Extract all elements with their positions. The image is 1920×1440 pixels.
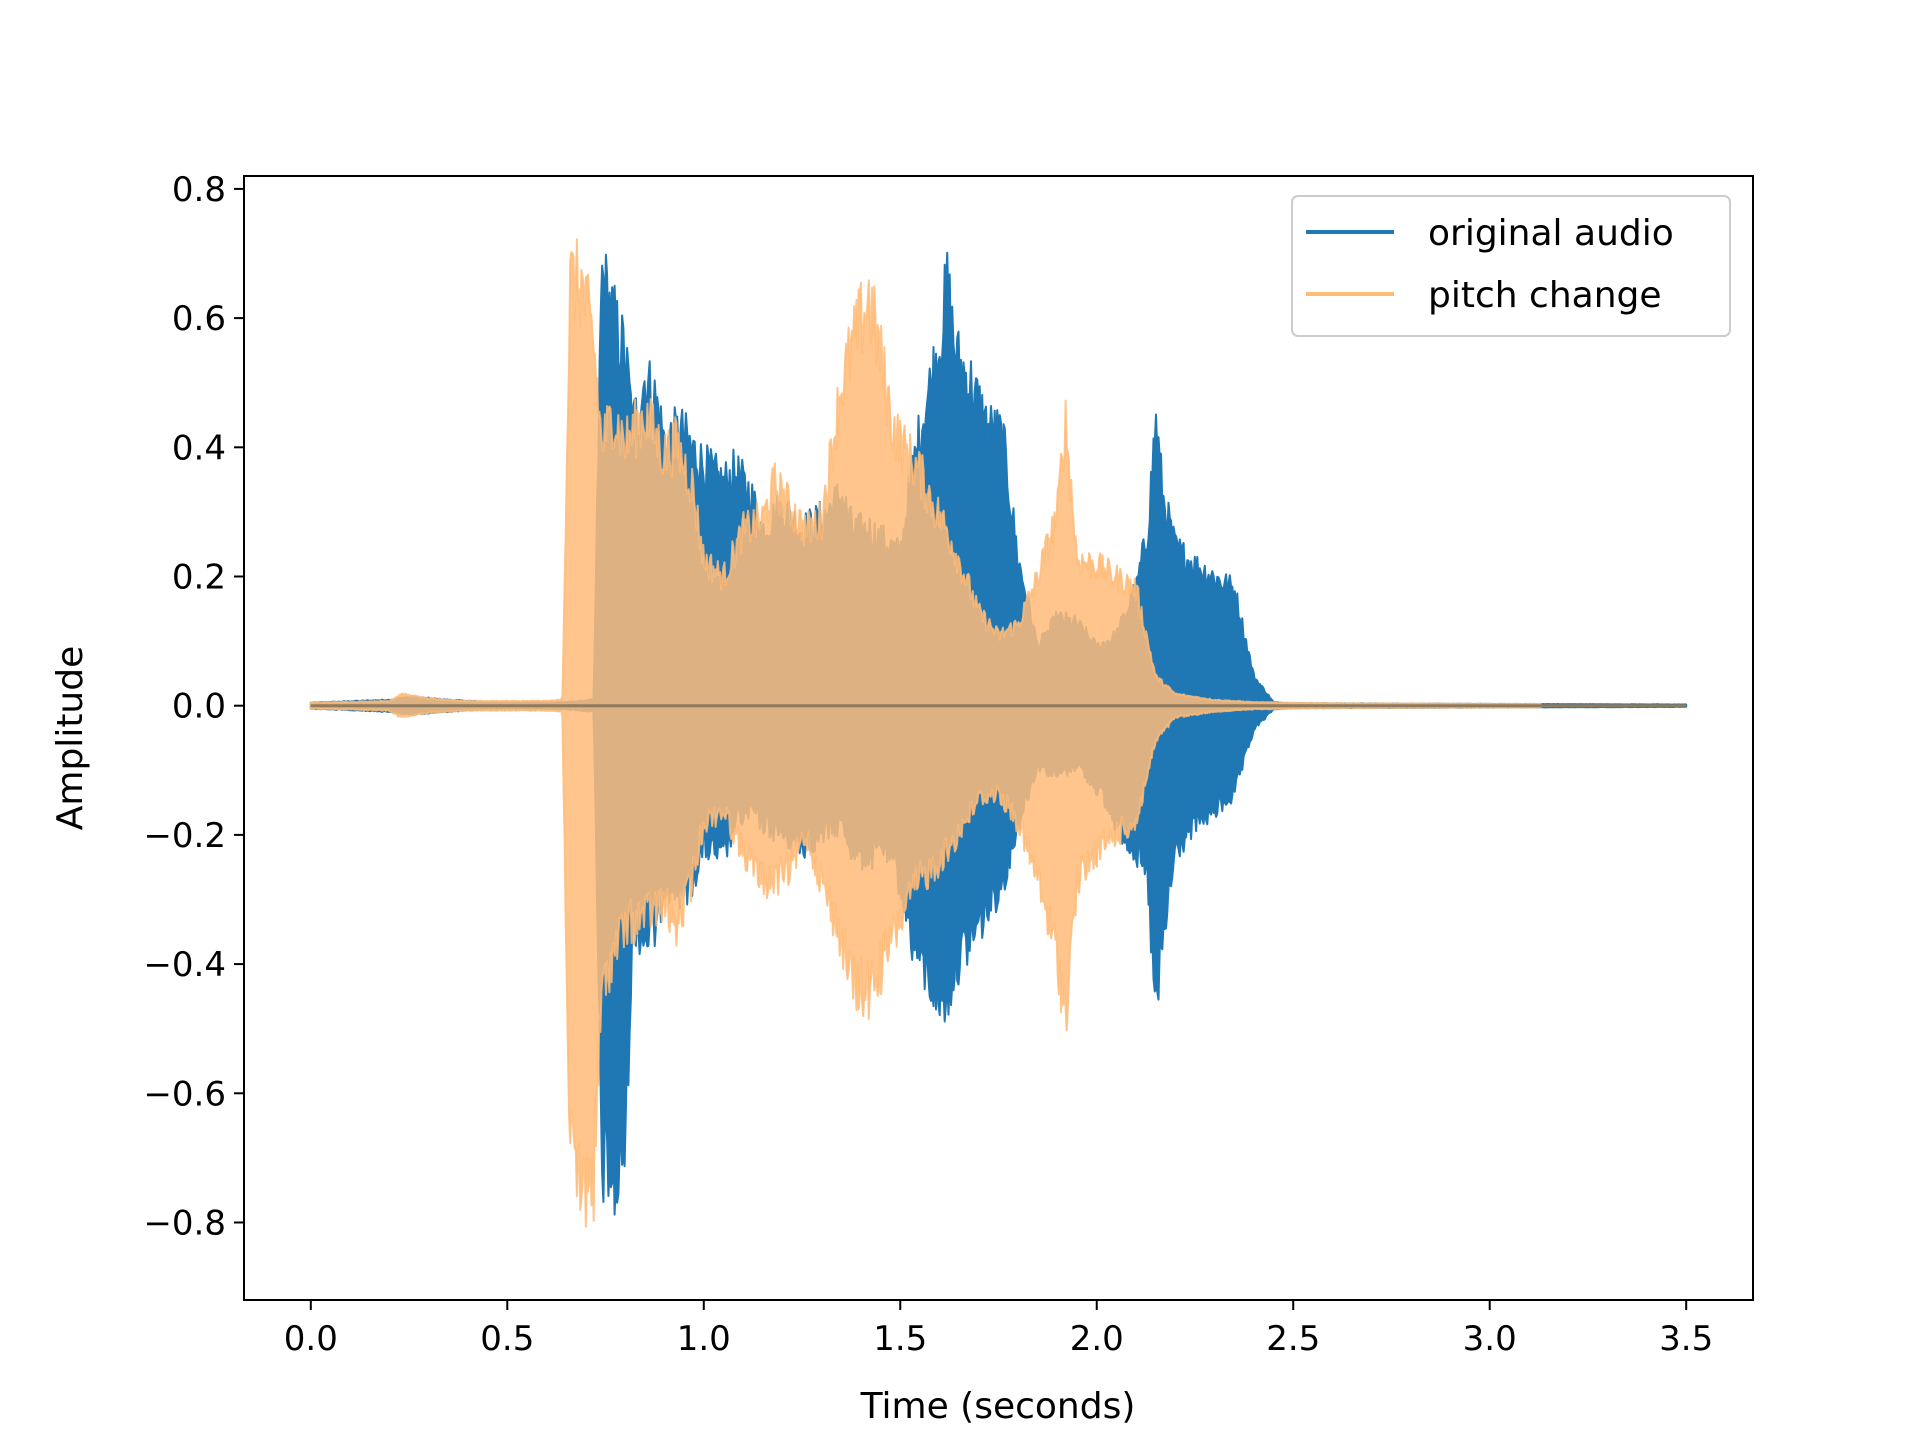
x-tick-label: 3.0	[1463, 1319, 1517, 1359]
x-tick-label: 0.0	[284, 1319, 338, 1359]
legend-label-original-audio: original audio	[1428, 213, 1674, 254]
x-tick-label: 0.5	[480, 1319, 534, 1359]
y-tick-label: −0.8	[143, 1203, 226, 1243]
plot-frame	[243, 175, 1754, 1301]
x-tick-label: 2.5	[1266, 1319, 1320, 1359]
x-tick-label: 2.0	[1070, 1319, 1124, 1359]
y-tick-label: −0.4	[143, 945, 226, 985]
x-tick-label: 1.0	[677, 1319, 731, 1359]
y-axis: 0.8 0.6 0.4 0.2 0.0 −0.2 −0.4 −0.6 −0.8	[143, 170, 244, 1243]
y-tick-label: −0.2	[143, 816, 226, 856]
y-tick-label: −0.6	[143, 1074, 226, 1114]
x-tick-label: 1.5	[873, 1319, 927, 1359]
y-tick-label: 0.6	[172, 299, 226, 339]
x-axis: 0.0 0.5 1.0 1.5 2.0 2.5 3.0 3.5	[284, 1300, 1713, 1359]
legend: original audio pitch change	[1291, 195, 1731, 337]
y-tick-label: 0.4	[172, 428, 226, 468]
series-layer	[309, 238, 1688, 1228]
x-axis-label: Time (seconds)	[860, 1386, 1136, 1427]
series-pitch-change	[309, 238, 1542, 1228]
y-tick-label: 0.0	[172, 687, 226, 727]
y-tick-label: 0.8	[172, 170, 226, 210]
legend-label-pitch-change: pitch change	[1428, 275, 1662, 316]
y-tick-label: 0.2	[172, 558, 226, 598]
legend-box	[1291, 195, 1731, 337]
x-tick-label: 3.5	[1659, 1319, 1713, 1359]
y-axis-label: Amplitude	[50, 646, 91, 830]
